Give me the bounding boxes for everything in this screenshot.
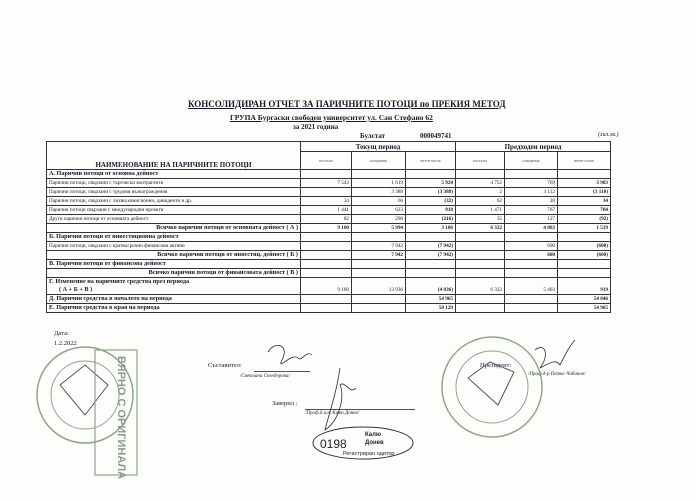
- table-row-section: А. Парични потоци от основна дейност: [46, 169, 611, 179]
- auditor-stamp: 0198 Калю Донев Регистриран одитор: [312, 426, 414, 460]
- compiler-label: Съставител:: [208, 362, 242, 369]
- compiler-signature-line: [254, 371, 310, 372]
- president-label: Президент:: [480, 362, 512, 369]
- auditor-name: /Проф.д.и.н. Калю Донев/: [305, 411, 360, 416]
- auditor-stamp-role: Регистриран одитор: [343, 451, 394, 457]
- university-seal-right: [441, 336, 543, 438]
- name-header: НАИМЕНОВАНИЕ НА ПАРИЧНИТЕ ПОТОЦИ: [46, 141, 301, 170]
- table-row-item: Парични потоци, свързани с търговски кон…: [46, 178, 611, 188]
- bulstat-value: 000049741: [420, 132, 452, 140]
- auditor-stamp-name1: Калю: [365, 432, 381, 438]
- unit-label: (хил.лв.): [598, 132, 619, 138]
- cell-value: 54 965: [557, 303, 611, 313]
- row-label-formula: ( А + Б + В ): [59, 286, 93, 293]
- signatures: [267, 339, 576, 431]
- report-title: КОНСОЛИДИРАН ОТЧЕТ ЗА ПАРИЧНИТЕ ПОТОЦИ п…: [188, 99, 506, 109]
- certified-label: Заверил :: [272, 400, 298, 407]
- auditor-stamp-number: 0198: [320, 437, 347, 451]
- university-seal-left: [36, 346, 134, 444]
- president-name: /Проф.д-р Петко Чобанов/: [528, 372, 586, 377]
- table-row-section: Е. Парични средства в края на периода 50 …: [46, 303, 611, 313]
- cash-flow-table: НАИМЕНОВАНИЕ НА ПАРИЧНИТЕ ПОТОЦИ Текущ п…: [46, 141, 611, 313]
- report-year: за 2021 година: [293, 123, 339, 131]
- compiler-name: /Светлана Скендерова/: [240, 374, 290, 379]
- group-name: ГРУПА Бургаски свободен университет ул. …: [230, 113, 433, 122]
- copy-stamp-text: ВЯРНО С ОРИГИНАЛА: [115, 356, 127, 479]
- table-row-item: Парични потоци свързани с международни п…: [46, 205, 611, 215]
- date-value: 1.2.2022: [54, 340, 77, 347]
- date-label: Дата:: [54, 330, 69, 337]
- auditor-signature-line: [305, 409, 415, 410]
- row-label-line: Г. Изменение на паричните средства през …: [49, 278, 190, 285]
- copy-certified-stamp: ВЯРНО С ОРИГИНАЛА: [94, 349, 138, 479]
- auditor-stamp-name2: Донев: [365, 440, 384, 446]
- bulstat-label: Булстат: [360, 132, 386, 140]
